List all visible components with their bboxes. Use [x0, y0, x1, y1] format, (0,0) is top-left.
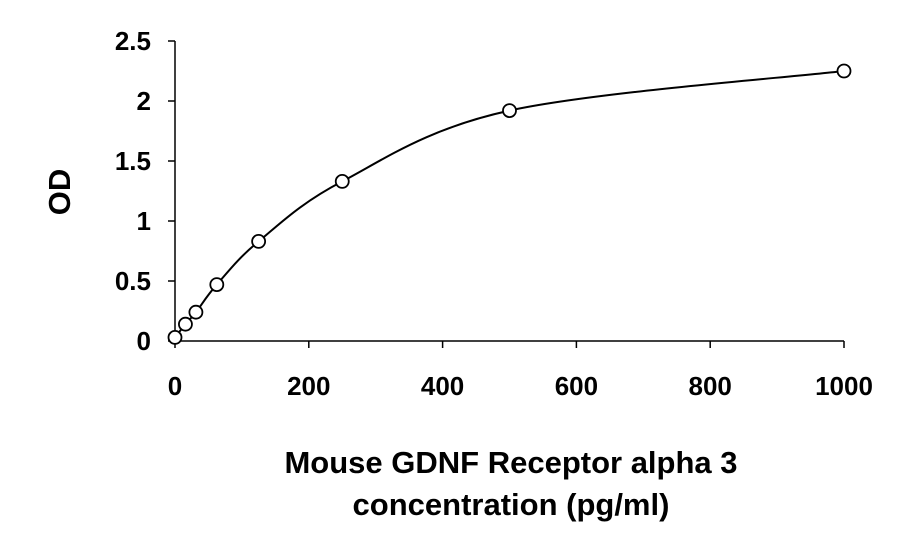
y-tick-label: 2.5 [115, 26, 151, 56]
y-axis-title: OD [42, 169, 77, 216]
data-point [178, 316, 193, 332]
data-point [502, 103, 517, 118]
y-tick-label: 1 [137, 206, 151, 236]
data-point [188, 304, 204, 320]
data-point [209, 277, 225, 293]
data-points [167, 63, 852, 345]
x-ticks: 0 200 400 600 800 1000 [168, 341, 873, 401]
y-ticks: 0 0.5 1 1.5 2 2.5 [115, 26, 175, 356]
data-point [167, 329, 183, 345]
x-axis-title-line-2: concentration (pg/ml) [353, 487, 670, 522]
x-tick-label: 600 [555, 371, 598, 401]
y-axis: 0 0.5 1 1.5 2 2.5 [115, 26, 176, 356]
y-tick-label: 2 [137, 86, 151, 116]
y-tick-label: 1.5 [115, 146, 151, 176]
x-tick-label: 800 [689, 371, 732, 401]
data-point [251, 233, 267, 249]
data-point [334, 173, 350, 189]
y-tick-label: 0.5 [115, 266, 151, 296]
x-tick-label: 400 [421, 371, 464, 401]
y-tick-label: 0 [137, 326, 151, 356]
x-tick-label: 1000 [815, 371, 873, 401]
data-point [836, 63, 852, 79]
x-tick-label: 200 [287, 371, 330, 401]
x-axis-title-line-1: Mouse GDNF Receptor alpha 3 [284, 445, 737, 480]
x-axis: 0 200 400 600 800 1000 [168, 340, 873, 401]
x-tick-label: 0 [168, 371, 182, 401]
